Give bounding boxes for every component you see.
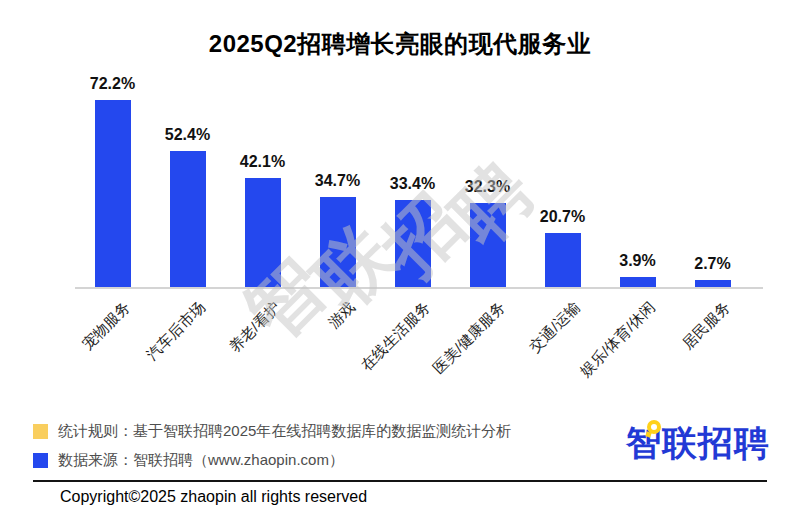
bar-value-label: 42.1% — [218, 153, 308, 171]
infographic-canvas: 2025Q2招聘增长亮眼的现代服务业 72.2%宠物服务52.4%汽车后市场42… — [0, 0, 800, 527]
bar — [545, 233, 581, 287]
bar — [245, 178, 281, 287]
bar-value-label: 32.3% — [443, 178, 533, 196]
x-axis-line — [75, 287, 763, 289]
footer-legend: 统计规则：基于智联招聘2025年在线招聘数据库的数据监测统计分析 数据来源：智联… — [33, 422, 511, 480]
copyright-text: Copyright©2025 zhaopin all rights reserv… — [60, 488, 367, 506]
bar — [95, 100, 131, 287]
divider-line — [33, 480, 767, 482]
legend-swatch-yellow — [33, 424, 48, 439]
bar — [620, 277, 656, 287]
bar — [320, 197, 356, 287]
data-source-text: 数据来源：智联招聘（www.zhaopin.com） — [58, 451, 344, 470]
legend-row-data-source: 数据来源：智联招聘（www.zhaopin.com） — [33, 451, 511, 470]
bar-value-label: 72.2% — [68, 75, 158, 93]
bar — [395, 200, 431, 287]
bar-value-label: 20.7% — [518, 208, 608, 226]
legend-swatch-blue — [33, 453, 48, 468]
bar — [470, 203, 506, 287]
chart-title: 2025Q2招聘增长亮眼的现代服务业 — [0, 28, 800, 60]
bar-value-label: 52.4% — [143, 126, 233, 144]
bar-value-label: 2.7% — [668, 255, 758, 273]
bar — [695, 280, 731, 287]
stat-rule-text: 统计规则：基于智联招聘2025年在线招聘数据库的数据监测统计分析 — [58, 422, 511, 441]
legend-row-stat-rule: 统计规则：基于智联招聘2025年在线招聘数据库的数据监测统计分析 — [33, 422, 511, 441]
bar — [170, 151, 206, 287]
zhaopin-logo: 智联招聘 — [626, 420, 770, 467]
